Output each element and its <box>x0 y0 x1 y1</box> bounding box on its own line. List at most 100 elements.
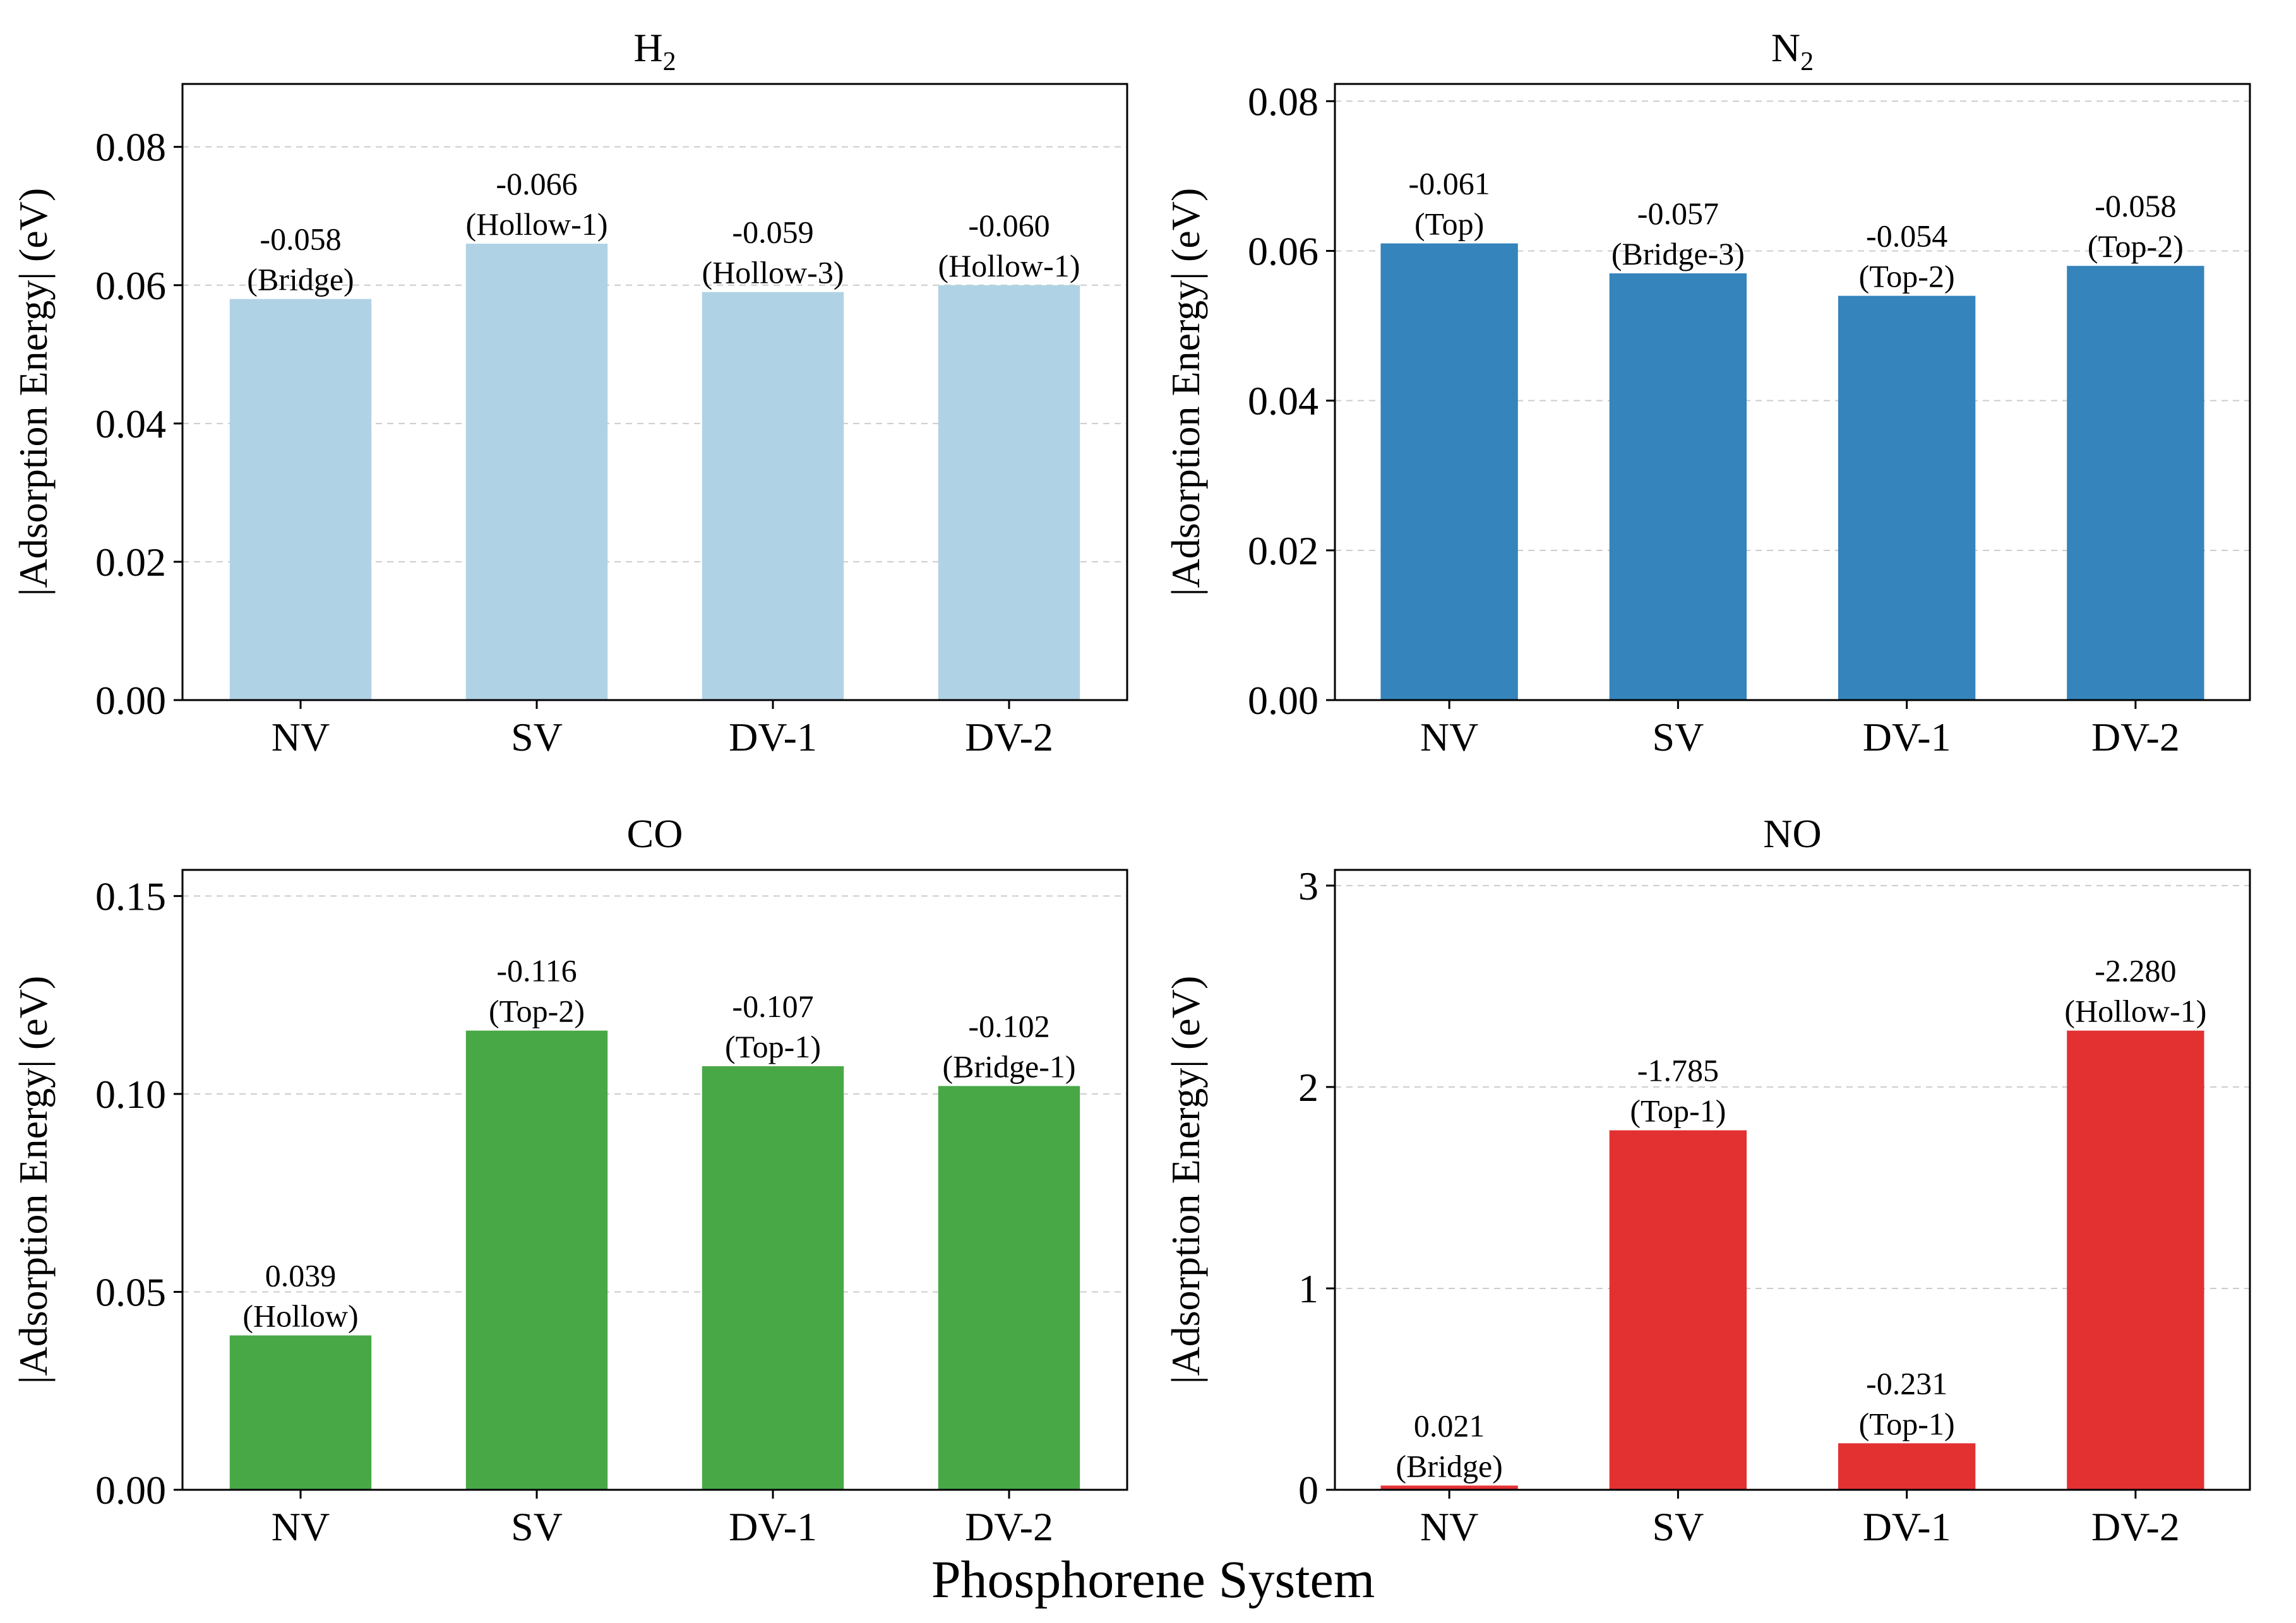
data-label-site: (Top-1) <box>1630 1093 1726 1129</box>
y-axis-label: |Adsorption Energy| (eV) <box>11 188 56 597</box>
data-label-site: (Hollow-3) <box>702 255 844 290</box>
y-tick-label: 0.00 <box>95 678 166 723</box>
y-tick-label: 0.00 <box>95 1468 166 1513</box>
data-label-site: (Hollow-1) <box>2064 994 2206 1029</box>
data-label-value: -0.061 <box>1409 166 1490 201</box>
x-tick-label: SV <box>511 715 563 759</box>
bar-dv-2 <box>938 1086 1080 1490</box>
y-tick-label: 0.06 <box>1248 229 1318 273</box>
bar-dv-1 <box>702 1066 844 1490</box>
bar-nv <box>229 1335 372 1490</box>
data-label-value: -0.060 <box>968 208 1049 243</box>
axes-frame <box>181 869 1128 1491</box>
data-label-site: (Top) <box>1414 206 1484 242</box>
bar-nv <box>1380 243 1518 701</box>
y-tick-label: 0.04 <box>1248 379 1318 424</box>
y-tick-label: 0.10 <box>95 1072 166 1117</box>
data-label-site: (Top-1) <box>1859 1406 1955 1441</box>
y-tick-label: 1 <box>1298 1266 1318 1311</box>
y-tick-label: 0 <box>1298 1468 1318 1513</box>
y-tick-label: 2 <box>1298 1065 1318 1110</box>
chart-title: CO <box>627 811 683 856</box>
x-tick-label: DV-1 <box>1863 1504 1951 1549</box>
data-label-site: (Bridge-1) <box>942 1049 1075 1084</box>
chart-panel-n2: (Top) -0.061 (Bridge-3) -0.057 (Top-2) -0.054… <box>1163 25 2251 759</box>
bar-sv <box>1609 273 1747 700</box>
x-tick-label: SV <box>511 1504 563 1549</box>
bar-dv-2 <box>2067 1030 2204 1490</box>
axes-frame <box>1334 83 2251 701</box>
x-tick-label: DV-1 <box>729 715 817 759</box>
x-tick-label: DV-2 <box>965 1504 1053 1549</box>
y-tick-label: 0.05 <box>95 1269 166 1314</box>
y-axis-label: |Adsorption Energy| (eV) <box>1163 976 1208 1384</box>
bar-dv-1 <box>1838 295 1976 700</box>
data-label-value: -0.116 <box>496 953 577 989</box>
chart-title: N2 <box>1771 25 1814 76</box>
data-label-value: 0.021 <box>1414 1408 1485 1443</box>
data-label-value: -0.059 <box>732 215 813 250</box>
data-label-site: (Top-1) <box>725 1029 821 1064</box>
data-label-site: (Bridge) <box>247 262 354 297</box>
chart-title: H2 <box>633 25 676 76</box>
chart-title: NO <box>1763 811 1821 856</box>
x-tick-label: DV-2 <box>965 715 1053 759</box>
data-label-site: (Top-2) <box>1859 259 1955 294</box>
data-label-value: -0.058 <box>260 222 341 257</box>
data-label-value: 0.039 <box>265 1257 337 1293</box>
x-tick-label: DV-2 <box>2091 1504 2180 1549</box>
bar-dv-2 <box>938 285 1080 700</box>
bar-dv-1 <box>1838 1443 1976 1490</box>
data-label-value: -0.057 <box>1637 196 1719 231</box>
y-tick-label: 0.15 <box>95 874 166 919</box>
y-tick-label: 0.08 <box>1248 79 1318 124</box>
x-tick-label: SV <box>1652 715 1704 759</box>
x-tick-label: DV-1 <box>729 1504 817 1549</box>
y-tick-label: 0.02 <box>1248 528 1318 573</box>
x-tick-label: NV <box>1420 1504 1478 1549</box>
data-label-value: -0.102 <box>968 1008 1049 1043</box>
y-axis-label: |Adsorption Energy| (eV) <box>1163 188 1208 597</box>
bar-sv <box>465 244 608 700</box>
axes-frame <box>1334 869 2251 1491</box>
x-tick-label: NV <box>272 715 330 759</box>
y-axis-label: |Adsorption Energy| (eV) <box>11 976 56 1384</box>
data-label-site: (Hollow) <box>242 1298 358 1333</box>
bar-nv <box>229 299 372 700</box>
data-label-site: (Top-2) <box>2088 229 2184 264</box>
y-tick-label: 0.08 <box>95 125 166 170</box>
data-label-value: -0.231 <box>1866 1365 1947 1401</box>
data-label-value: -0.107 <box>732 989 813 1024</box>
bar-nv <box>1380 1485 1518 1490</box>
x-tick-label: NV <box>1420 715 1478 759</box>
bar-sv <box>465 1030 608 1490</box>
chart-panel-co: (Hollow) 0.039 (Top-2) -0.116 (Top-1) -0.107 (… <box>11 811 1128 1549</box>
figure-x-axis-label: Phosphorene System <box>931 1550 1375 1609</box>
y-tick-label: 3 <box>1298 864 1318 908</box>
axes-frame <box>181 83 1128 701</box>
chart-panel-h2: (Bridge) -0.058 (Hollow-1) -0.066 (Hollow-3)… <box>11 25 1128 759</box>
bar-dv-2 <box>2067 266 2204 701</box>
y-tick-label: 0.06 <box>95 263 166 308</box>
x-tick-label: DV-2 <box>2091 715 2180 759</box>
data-label-value: -0.066 <box>496 166 577 201</box>
data-label-value: -0.058 <box>2095 188 2176 223</box>
data-label-site: (Hollow-1) <box>938 248 1080 283</box>
y-tick-label: 0.00 <box>1248 678 1318 723</box>
y-tick-label: 0.04 <box>95 401 166 446</box>
data-label-site: (Bridge) <box>1396 1448 1502 1483</box>
data-label-value: -2.280 <box>2095 953 2176 989</box>
chart-panel-no: (Bridge) 0.021 (Top-1) -1.785 (Top-1) -0.231 (… <box>1163 811 2251 1549</box>
data-label-value: -0.054 <box>1866 218 1947 254</box>
x-tick-label: NV <box>272 1504 330 1549</box>
data-label-site: (Top-2) <box>489 994 585 1029</box>
x-tick-label: SV <box>1652 1504 1704 1549</box>
chart-panels: (Bridge) -0.058 (Hollow-1) -0.066 (Hollow-3)… <box>11 25 2251 1549</box>
y-tick-label: 0.02 <box>95 540 166 585</box>
bar-dv-1 <box>702 292 844 700</box>
data-label-site: (Bridge-3) <box>1611 236 1745 271</box>
bar-sv <box>1609 1130 1747 1490</box>
x-tick-label: DV-1 <box>1863 715 1951 759</box>
